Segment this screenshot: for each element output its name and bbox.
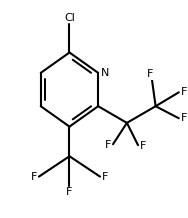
Text: F: F (147, 69, 153, 79)
Text: F: F (66, 187, 73, 197)
Text: N: N (100, 68, 109, 78)
Text: F: F (105, 140, 111, 150)
Text: F: F (181, 113, 187, 123)
Text: F: F (181, 87, 187, 97)
Text: F: F (31, 172, 37, 182)
Text: F: F (102, 172, 108, 182)
Text: Cl: Cl (64, 13, 75, 23)
Text: F: F (140, 141, 146, 151)
